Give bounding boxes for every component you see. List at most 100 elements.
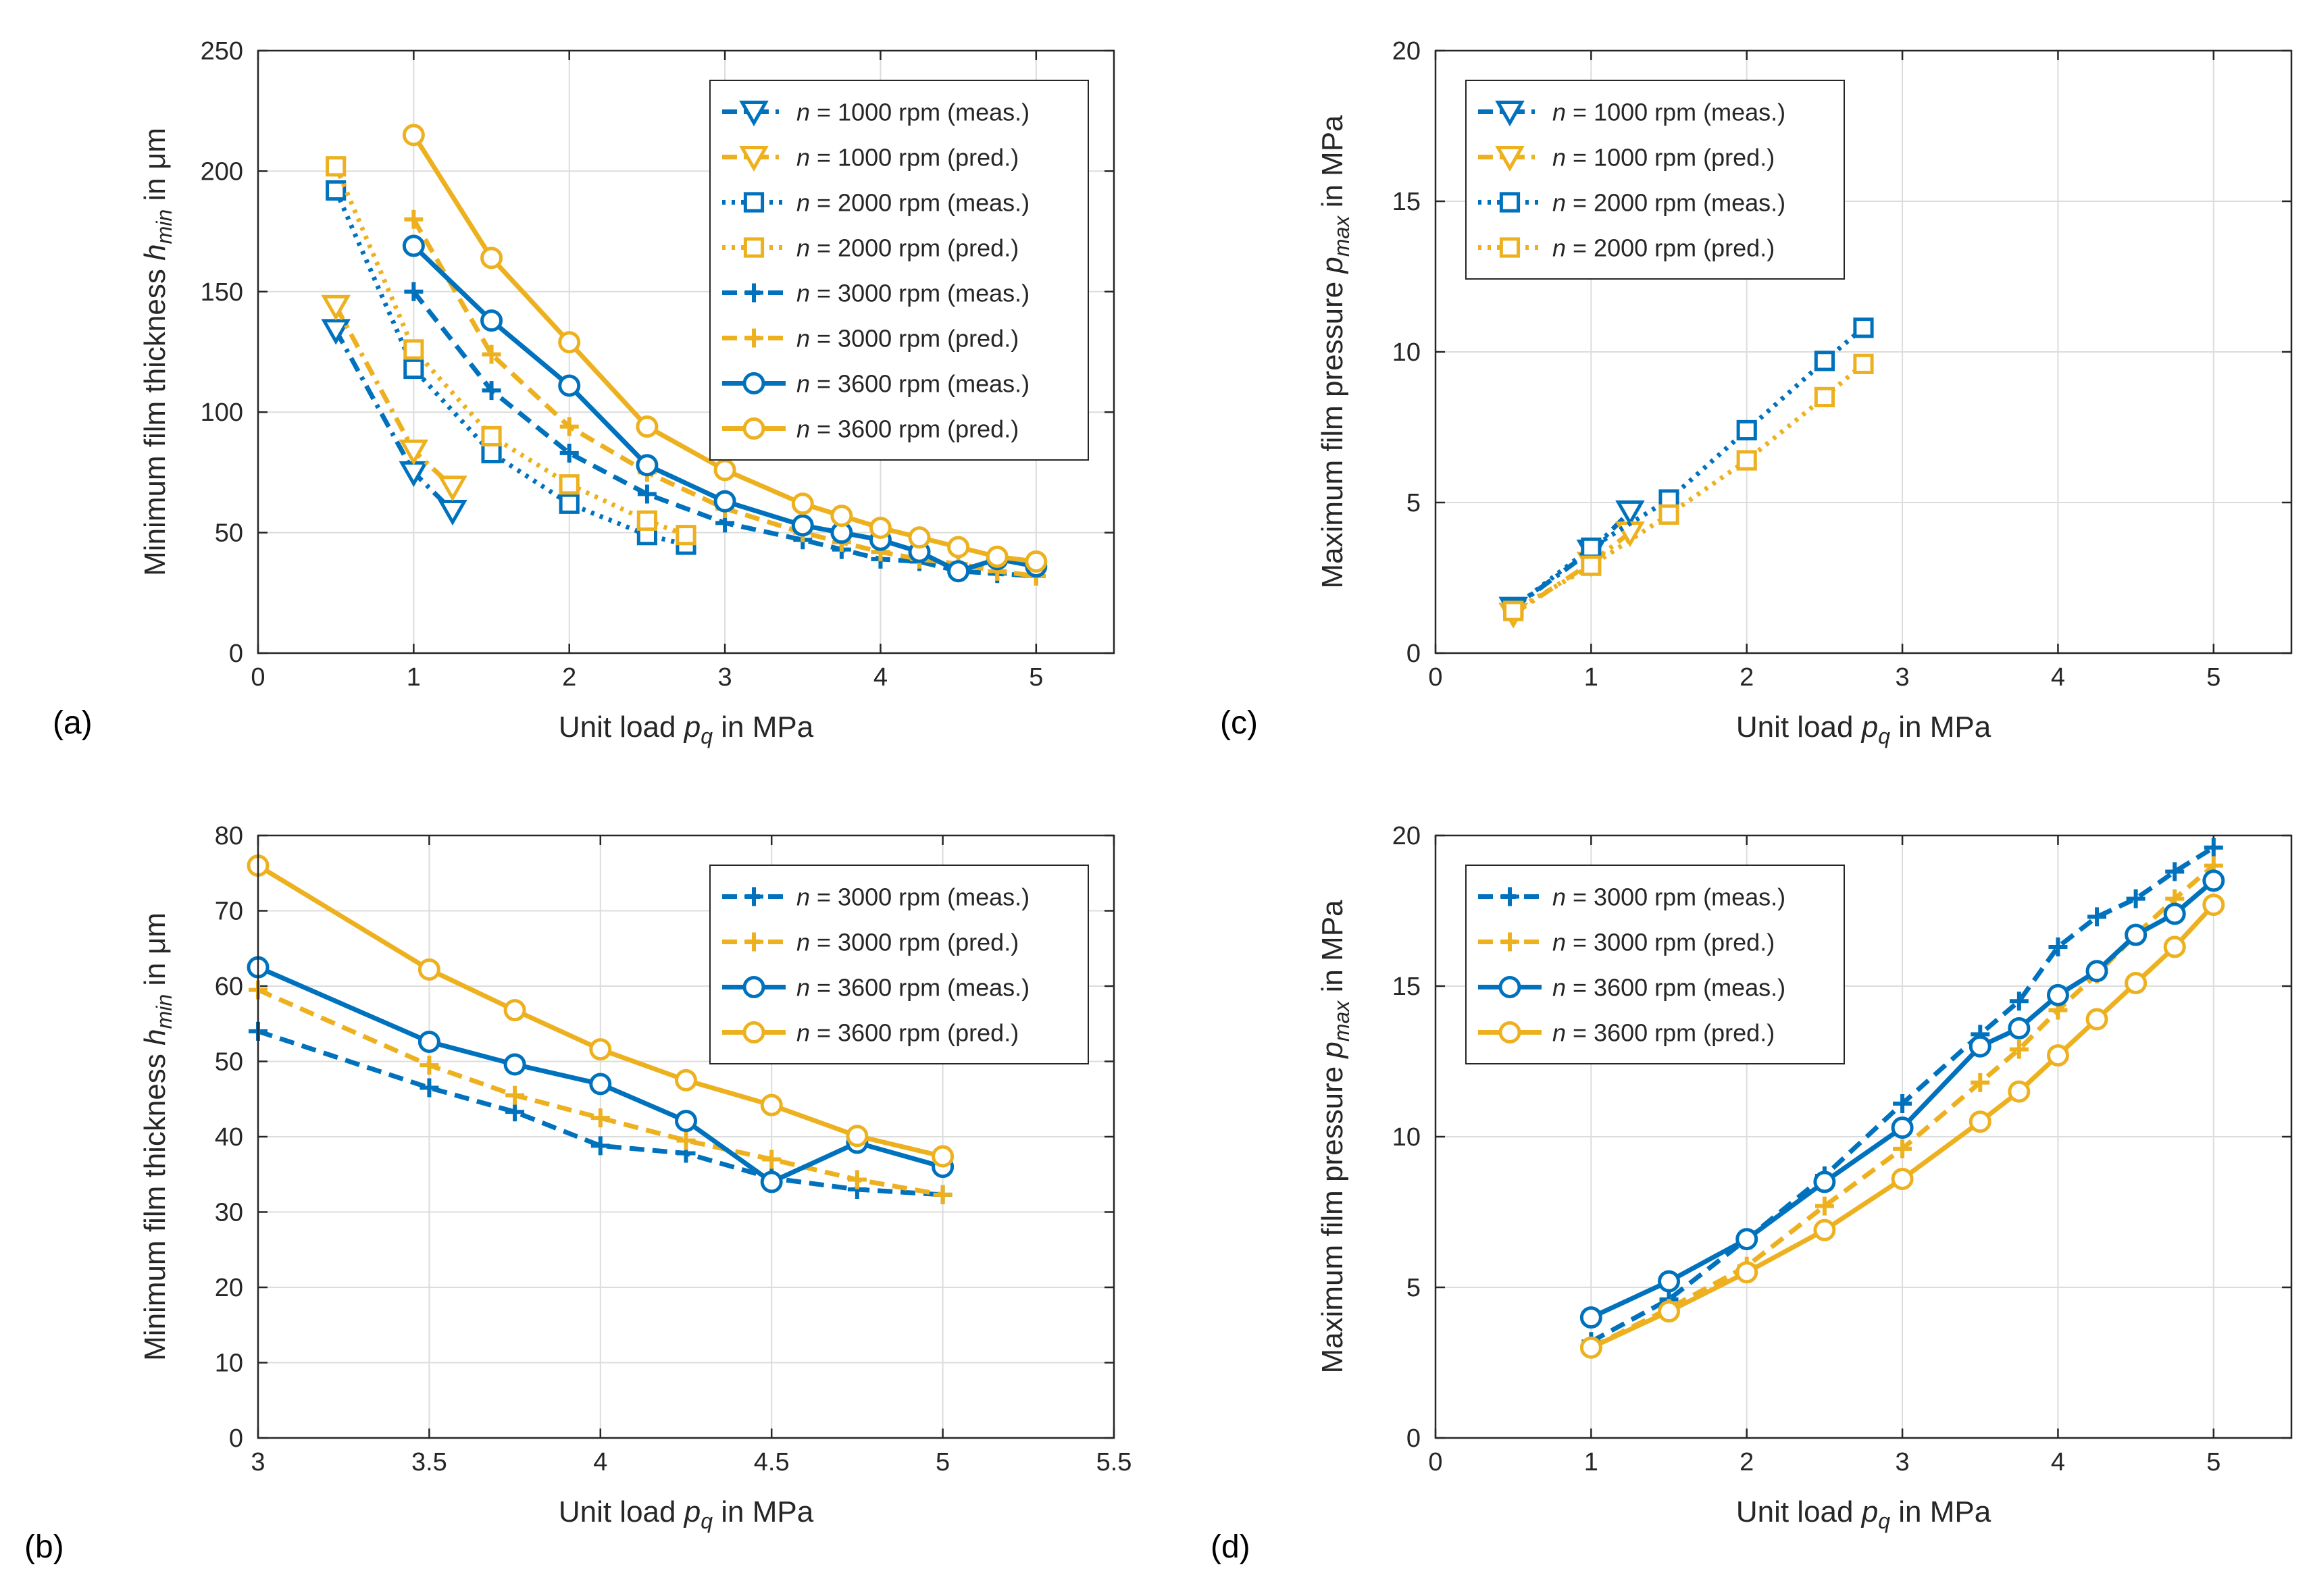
- legend-label-a-2: n = 2000 rpm (meas.): [796, 189, 1030, 217]
- legend-entry-a-4: n = 3000 rpm (meas.): [722, 280, 1030, 307]
- xlabel-c-sym: p: [1860, 711, 1878, 744]
- xtick-label-b-3: 4.5: [754, 1448, 790, 1476]
- ylabel-b-sub: min: [152, 994, 176, 1029]
- xtick-label-d-0: 0: [1428, 1448, 1442, 1476]
- data-point-b-3-6: [846, 1125, 869, 1148]
- legend-label-rest-d-1: = 3000 rpm (pred.): [1566, 929, 1775, 956]
- xlabel-d-post: in MPa: [1890, 1495, 1991, 1528]
- data-point-a-7-10: [986, 545, 1009, 568]
- legend-entry-a-1: n = 1000 rpm (pred.): [722, 144, 1019, 172]
- xlabel-a: Unit load pq in MPa: [559, 711, 814, 749]
- ytick-label-d-3: 15: [1392, 973, 1421, 1001]
- series-a-1: [321, 294, 467, 502]
- data-point-a-2-0: [326, 180, 347, 201]
- legend-marker-d-3: [1498, 1021, 1521, 1044]
- ytick-label-b-6: 60: [215, 973, 243, 1001]
- xtick-label-c-0: 0: [1428, 663, 1442, 692]
- legend-label-a-1: n = 1000 rpm (pred.): [796, 144, 1019, 172]
- data-point-a-1-1: [399, 439, 429, 465]
- data-point-a-6-1: [480, 309, 503, 332]
- legend-label-c-2: n = 2000 rpm (meas.): [1552, 189, 1785, 217]
- series-d-3: [1579, 894, 2225, 1359]
- xlabel-a-sym: p: [683, 711, 701, 744]
- legend-marker-c-3: [1499, 237, 1521, 258]
- data-point-b-2-4: [675, 1110, 697, 1133]
- data-point-a-0-0: [321, 319, 351, 345]
- series-a-0: [321, 319, 467, 526]
- legend-label-rest-a-2: = 2000 rpm (meas.): [810, 189, 1030, 217]
- xlabel-d-sym: p: [1860, 1495, 1878, 1528]
- xtick-label-b-5: 5.5: [1096, 1448, 1132, 1476]
- legend-marker-a-1: [739, 146, 769, 172]
- legend-label-n-d-0: n: [1552, 883, 1566, 911]
- legend-label-rest-a-6: = 3600 rpm (meas.): [810, 370, 1030, 398]
- panel-b: 3 3.5 4 4.5 5 5.5 0 10 20 30 40 50 60 70 80 Unit load p…: [24, 822, 1132, 1565]
- data-point-b-0-2: [505, 1102, 525, 1122]
- legend-entry-a-0: n = 1000 rpm (meas.): [722, 99, 1030, 127]
- data-point-a-7-1: [480, 247, 503, 269]
- ytick-label-a-5: 250: [201, 37, 243, 66]
- legend-entry-d-0: n = 3000 rpm (meas.): [1478, 883, 1785, 911]
- ytick-label-c-3: 15: [1392, 188, 1421, 216]
- data-point-a-7-4: [713, 459, 736, 482]
- series-b-1: [249, 980, 953, 1204]
- ylabel-b-pre: Minimum film thickness: [138, 1046, 172, 1361]
- ytick-label-a-2: 100: [201, 398, 243, 427]
- legend-label-n-a-2: n: [796, 189, 810, 217]
- xtick-label-b-0: 3: [251, 1448, 265, 1476]
- data-point-a-5-0: [404, 209, 424, 229]
- xtick-label-b-2: 4: [593, 1448, 607, 1476]
- data-point-d-3-0: [1579, 1336, 1602, 1359]
- legend-label-b-1: n = 3000 rpm (pred.): [796, 929, 1019, 956]
- data-point-d-3-5: [1969, 1110, 1991, 1133]
- data-point-b-1-5: [762, 1150, 782, 1169]
- ytick-label-b-8: 80: [215, 822, 243, 850]
- legend-label-rest-b-3: = 3600 rpm (pred.): [810, 1019, 1019, 1047]
- data-point-d-3-9: [2125, 972, 2148, 995]
- series-line-b-2: [258, 964, 944, 1185]
- legend-marker-b-3: [742, 1021, 765, 1044]
- xlabel-b: Unit load pq in MPa: [559, 1495, 814, 1534]
- data-point-d-2-2: [1735, 1228, 1758, 1251]
- legend-entry-b-1: n = 3000 rpm (pred.): [722, 929, 1019, 956]
- data-point-b-1-4: [676, 1131, 696, 1150]
- series-line-a-3: [333, 165, 687, 538]
- legend-label-a-0: n = 1000 rpm (meas.): [796, 99, 1030, 126]
- ytick-label-b-4: 40: [215, 1123, 243, 1152]
- xtick-label-c-3: 3: [1896, 663, 1910, 692]
- data-point-b-1-1: [420, 1056, 439, 1075]
- legend-label-n-a-5: n: [796, 325, 810, 353]
- legend-entry-a-3: n = 2000 rpm (pred.): [722, 234, 1019, 262]
- data-point-a-4-2: [559, 443, 579, 463]
- ylabel-c: Maximum film pressure pmax in MPa: [1316, 115, 1354, 589]
- xlabel-c-sub: q: [1878, 724, 1890, 748]
- data-point-b-1-2: [505, 1085, 525, 1105]
- legend-b: n = 3000 rpm (meas.)n = 3000 rpm (pred.)…: [709, 865, 1089, 1064]
- ytick-label-d-4: 20: [1392, 822, 1421, 850]
- data-point-d-3-10: [2163, 935, 2186, 958]
- data-point-d-2-3: [1813, 1170, 1836, 1193]
- data-point-d-3-1: [1658, 1300, 1681, 1323]
- legend-label-n-d-3: n: [1552, 1019, 1566, 1047]
- ylabel-c-post: in MPa: [1316, 115, 1349, 216]
- data-point-d-0-4: [1893, 1093, 1912, 1113]
- legend-marker-a-4: [744, 283, 763, 303]
- legend-entry-b-2: n = 3600 rpm (meas.): [722, 974, 1030, 1002]
- legend-label-d-0: n = 3000 rpm (meas.): [1552, 883, 1785, 911]
- data-point-a-7-3: [636, 415, 659, 438]
- legend-entry-c-0: n = 1000 rpm (meas.): [1478, 99, 1785, 127]
- legend-label-n-b-1: n: [796, 929, 810, 956]
- legend-label-n-a-1: n: [796, 144, 810, 172]
- legend-marker-c-0: [1495, 101, 1525, 127]
- data-point-d-2-8: [2085, 960, 2108, 983]
- data-point-b-1-6: [847, 1170, 867, 1189]
- ytick-label-c-0: 0: [1406, 640, 1421, 668]
- series-d-2: [1579, 869, 2225, 1329]
- legend-entry-d-1: n = 3000 rpm (pred.): [1478, 929, 1775, 956]
- legend-label-rest-a-4: = 3000 rpm (meas.): [810, 280, 1030, 307]
- ytick-label-a-4: 200: [201, 157, 243, 186]
- data-point-b-3-1: [417, 958, 440, 981]
- legend-marker-a-2: [743, 192, 765, 213]
- data-point-c-3-0: [1503, 600, 1524, 621]
